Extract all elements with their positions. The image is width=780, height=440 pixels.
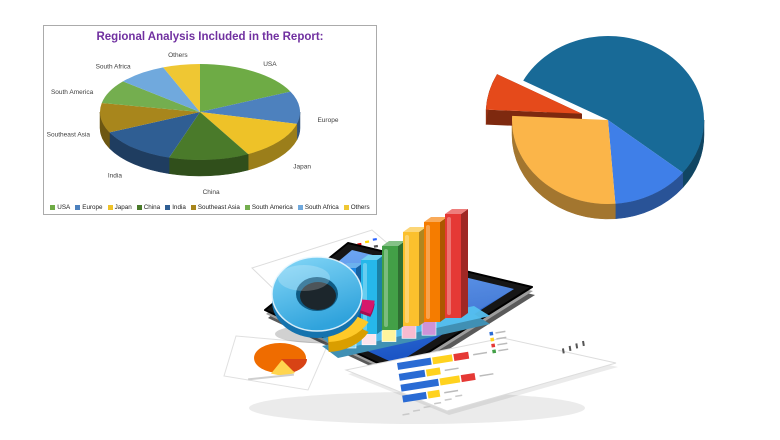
legend-item: Europe <box>75 204 103 211</box>
donut-hole <box>300 282 336 310</box>
legend-marker <box>136 205 142 210</box>
legend-label: USA <box>57 204 71 211</box>
pie-slice-label: Southeast Asia <box>47 131 91 138</box>
pie-slice <box>200 91 300 124</box>
legend-label: South Africa <box>304 204 339 211</box>
analytics-3d-illustration <box>223 209 618 424</box>
regional-analysis-chart-panel: Regional Analysis Included in the Report… <box>43 25 377 215</box>
pie-slice <box>169 112 249 160</box>
pie-slice <box>512 115 616 204</box>
pie-slice <box>200 64 291 112</box>
legend-item: China <box>136 204 161 211</box>
pie-slice <box>100 103 200 133</box>
pie-slice-label: USA <box>263 61 277 68</box>
legend-item: South America <box>244 204 293 211</box>
chart-title: Regional Analysis Included in the Report… <box>96 31 324 43</box>
pie-slice <box>200 112 297 155</box>
regional-pie-chart-3d: USA Europe Japan China India Southeast Asia So… <box>47 52 339 196</box>
pie-slice <box>101 81 200 112</box>
pie-slice-label: Japan <box>293 164 311 171</box>
legend-label: Southeast Asia <box>197 204 240 211</box>
legend-marker <box>244 205 250 210</box>
pie-slice-label: China <box>203 189 220 196</box>
pie-slice <box>163 64 200 112</box>
pie-slice <box>109 112 200 158</box>
bar-3d <box>403 232 419 326</box>
legend-label: Japan <box>114 204 132 211</box>
ground-shadow <box>249 392 585 424</box>
legend-label: India <box>172 204 186 211</box>
legend-marker <box>165 205 171 210</box>
pie-slice-label: South America <box>51 89 94 96</box>
legend-item: Others <box>343 204 370 211</box>
pie-slice <box>122 67 200 112</box>
pie-slice-label: Others <box>168 52 188 59</box>
legend-marker <box>107 205 113 210</box>
legend-item: USA <box>50 204 70 211</box>
legend-marker <box>190 205 196 210</box>
legend-item: South Africa <box>297 204 339 211</box>
legend-marker <box>50 205 56 210</box>
legend-marker <box>297 205 303 210</box>
legend-label: Others <box>350 204 370 211</box>
report-paper-left <box>223 335 329 391</box>
pie-slice <box>523 36 704 173</box>
pie-slice-label: South Africa <box>96 63 131 70</box>
legend-marker <box>343 205 349 210</box>
report-paper-right <box>344 330 618 416</box>
market-share-pie-chart-3d <box>485 36 705 220</box>
legend-item: India <box>165 204 186 211</box>
legend-marker <box>75 205 81 210</box>
bar-3d <box>382 246 398 330</box>
mini-stacked-bars <box>397 330 509 403</box>
pie-slice <box>608 120 683 204</box>
pie-slice-label: India <box>108 173 122 180</box>
bar-3d <box>361 260 377 334</box>
pie-slice-label: Europe <box>317 117 338 124</box>
legend-item: Southeast Asia <box>190 204 240 211</box>
legend-label: South America <box>251 204 293 211</box>
legend-label: Europe <box>82 204 103 211</box>
pie-slice <box>486 74 582 114</box>
legend-label: China <box>143 204 161 211</box>
bar-3d <box>445 214 461 318</box>
donut-chart-3d <box>271 256 375 352</box>
bar-3d <box>424 222 440 322</box>
legend-item: Japan <box>107 204 132 211</box>
chart-legend: USA Europe Japan China India Southeast Asia So… <box>46 204 374 211</box>
